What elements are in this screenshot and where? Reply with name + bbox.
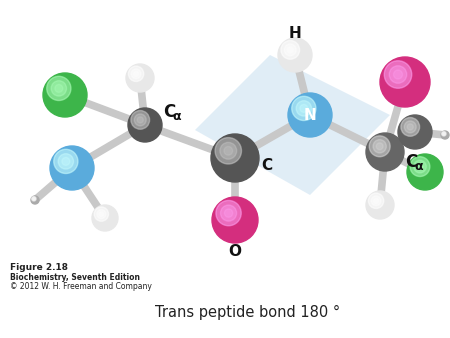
Circle shape [287,47,293,53]
Circle shape [384,61,412,88]
Text: α: α [172,110,180,122]
Circle shape [278,38,312,72]
Circle shape [128,108,162,142]
Circle shape [31,196,39,204]
Circle shape [417,163,423,170]
Circle shape [97,210,106,219]
Circle shape [220,142,237,159]
Circle shape [216,200,241,226]
Circle shape [50,146,94,190]
Circle shape [94,207,108,221]
Circle shape [220,205,237,221]
Circle shape [32,197,36,201]
Circle shape [296,101,311,116]
Circle shape [43,73,87,117]
Circle shape [225,209,233,217]
Circle shape [371,196,381,206]
Circle shape [131,111,149,129]
Circle shape [51,81,67,96]
Circle shape [32,197,35,200]
Circle shape [134,114,146,126]
Circle shape [410,157,430,176]
Circle shape [288,93,332,137]
Circle shape [401,118,419,136]
Circle shape [389,66,407,83]
Text: N: N [304,107,316,122]
Circle shape [47,76,71,100]
Text: α: α [414,160,423,172]
Circle shape [215,138,242,164]
Text: Figure 2.18: Figure 2.18 [10,263,68,272]
Circle shape [128,66,144,81]
Circle shape [62,158,70,165]
Circle shape [366,133,404,171]
Circle shape [99,212,104,216]
Circle shape [134,71,139,76]
Circle shape [443,133,445,135]
Text: H: H [288,25,302,41]
Circle shape [441,131,449,139]
Text: Biochemistry, Seventh Edition: Biochemistry, Seventh Edition [10,273,140,282]
Circle shape [374,198,378,203]
Circle shape [137,117,143,123]
Text: C: C [405,153,417,171]
Circle shape [131,69,141,79]
Circle shape [92,205,118,231]
Circle shape [414,160,426,173]
Circle shape [373,140,387,153]
Circle shape [442,131,446,136]
Circle shape [398,115,432,149]
Text: © 2012 W. H. Freeman and Company: © 2012 W. H. Freeman and Company [10,282,152,291]
Circle shape [407,154,443,190]
Circle shape [404,121,416,133]
Text: O: O [229,243,242,259]
Circle shape [211,134,259,182]
Circle shape [376,143,383,150]
Text: C: C [163,103,175,121]
Circle shape [126,64,154,92]
Circle shape [442,132,445,135]
Circle shape [284,44,296,56]
Text: C: C [261,159,273,173]
Circle shape [212,197,258,243]
Circle shape [281,41,300,59]
Circle shape [58,154,73,169]
Circle shape [300,104,308,112]
Circle shape [393,70,402,79]
Circle shape [292,96,316,121]
Circle shape [366,191,394,219]
Circle shape [54,149,78,173]
Circle shape [407,124,413,130]
Circle shape [33,198,35,199]
Circle shape [224,146,233,155]
Polygon shape [195,55,390,195]
Circle shape [369,136,390,157]
Text: Trans peptide bond 180 °: Trans peptide bond 180 ° [155,305,340,320]
Circle shape [369,193,384,209]
Circle shape [55,84,63,92]
Circle shape [380,57,430,107]
